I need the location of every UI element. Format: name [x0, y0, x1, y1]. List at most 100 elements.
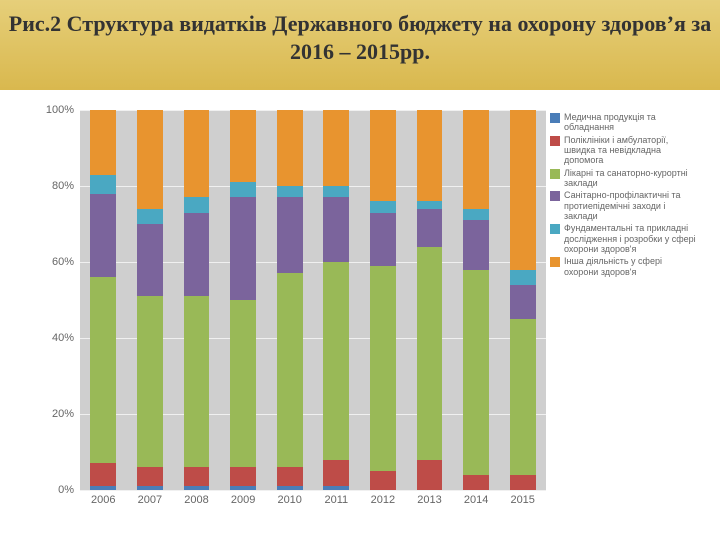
seg-s5: [137, 209, 163, 224]
seg-s6: [323, 110, 349, 186]
seg-s2: [137, 467, 163, 486]
seg-s4: [90, 194, 116, 278]
seg-s4: [463, 220, 489, 269]
legend-item: Лікарні та санаторно-курортні заклади: [550, 168, 696, 189]
bar-2011: [323, 110, 349, 490]
seg-s5: [184, 197, 210, 212]
seg-s4: [184, 213, 210, 297]
seg-s3: [417, 247, 443, 460]
legend-swatch: [550, 113, 560, 123]
seg-s1: [230, 486, 256, 490]
seg-s2: [370, 471, 396, 490]
bar-2007: [137, 110, 163, 490]
seg-s6: [277, 110, 303, 186]
legend-label: Санітарно-профілактичні та протиепідеміч…: [564, 190, 696, 221]
seg-s5: [370, 201, 396, 212]
legend-swatch: [550, 169, 560, 179]
seg-s6: [230, 110, 256, 182]
x-tick-label: 2015: [510, 494, 534, 506]
seg-s4: [137, 224, 163, 296]
bar-2006: [90, 110, 116, 490]
seg-s3: [137, 296, 163, 467]
legend-label: Лікарні та санаторно-курортні заклади: [564, 168, 696, 189]
seg-s6: [184, 110, 210, 197]
bar-2013: [417, 110, 443, 490]
seg-s6: [463, 110, 489, 209]
bar-2012: [370, 110, 396, 490]
seg-s6: [90, 110, 116, 175]
legend-item: Інша діяльність у сфері охорони здоров'я: [550, 256, 696, 277]
seg-s5: [323, 186, 349, 197]
legend-item: Санітарно-профілактичні та протиепідеміч…: [550, 190, 696, 221]
slide-title: Рис.2 Структура видатків Державного бюдж…: [0, 10, 720, 65]
seg-s1: [90, 486, 116, 490]
seg-s1: [277, 486, 303, 490]
seg-s6: [510, 110, 536, 270]
x-tick-label: 2009: [231, 494, 255, 506]
bar-2015: [510, 110, 536, 490]
y-tick-label: 60%: [52, 256, 74, 268]
seg-s4: [417, 209, 443, 247]
seg-s3: [277, 273, 303, 467]
legend: Медична продукція та обладнанняПолікліні…: [550, 112, 696, 279]
chart: 0% 20% 40% 60% 80% 100% 2006 2007 2008 2009 2010 20…: [20, 100, 700, 530]
x-tick-label: 2007: [138, 494, 162, 506]
y-tick-label: 0%: [58, 484, 74, 496]
seg-s2: [417, 460, 443, 490]
seg-s2: [230, 467, 256, 486]
seg-s4: [277, 197, 303, 273]
seg-s3: [323, 262, 349, 460]
y-tick-label: 100%: [46, 104, 74, 116]
seg-s4: [323, 197, 349, 262]
bar-2008: [184, 110, 210, 490]
seg-s6: [417, 110, 443, 201]
x-tick-label: 2013: [417, 494, 441, 506]
seg-s5: [230, 182, 256, 197]
legend-swatch: [550, 224, 560, 234]
seg-s5: [463, 209, 489, 220]
seg-s5: [417, 201, 443, 209]
seg-s1: [323, 486, 349, 490]
x-tick-label: 2010: [277, 494, 301, 506]
y-tick-label: 40%: [52, 332, 74, 344]
x-tick-label: 2008: [184, 494, 208, 506]
y-tick-label: 20%: [52, 408, 74, 420]
seg-s3: [463, 270, 489, 475]
seg-s3: [90, 277, 116, 463]
seg-s6: [370, 110, 396, 201]
legend-label: Фундаментальні та прикладні дослідження …: [564, 223, 696, 254]
seg-s6: [137, 110, 163, 209]
seg-s2: [323, 460, 349, 487]
seg-s3: [184, 296, 210, 467]
seg-s1: [137, 486, 163, 490]
seg-s4: [370, 213, 396, 266]
x-tick-label: 2012: [371, 494, 395, 506]
legend-item: Медична продукція та обладнання: [550, 112, 696, 133]
y-tick-label: 80%: [52, 180, 74, 192]
seg-s2: [277, 467, 303, 486]
seg-s3: [370, 266, 396, 471]
seg-s3: [510, 319, 536, 475]
legend-item: Фундаментальні та прикладні дослідження …: [550, 223, 696, 254]
seg-s2: [184, 467, 210, 486]
legend-label: Поліклініки і амбулаторії, швидка та нев…: [564, 135, 696, 166]
seg-s5: [277, 186, 303, 197]
bar-2010: [277, 110, 303, 490]
legend-swatch: [550, 136, 560, 146]
seg-s1: [184, 486, 210, 490]
seg-s2: [510, 475, 536, 490]
legend-label: Медична продукція та обладнання: [564, 112, 696, 133]
seg-s4: [510, 285, 536, 319]
seg-s2: [463, 475, 489, 490]
legend-label: Інша діяльність у сфері охорони здоров'я: [564, 256, 696, 277]
x-tick-label: 2014: [464, 494, 488, 506]
legend-swatch: [550, 257, 560, 267]
seg-s3: [230, 300, 256, 467]
seg-s5: [510, 270, 536, 285]
gridline: [80, 490, 546, 491]
plot-area: 0%20%40%60%80%100%2006200720082009201020…: [80, 110, 546, 490]
x-tick-label: 2006: [91, 494, 115, 506]
legend-item: Поліклініки і амбулаторії, швидка та нев…: [550, 135, 696, 166]
seg-s4: [230, 197, 256, 300]
seg-s2: [90, 463, 116, 486]
